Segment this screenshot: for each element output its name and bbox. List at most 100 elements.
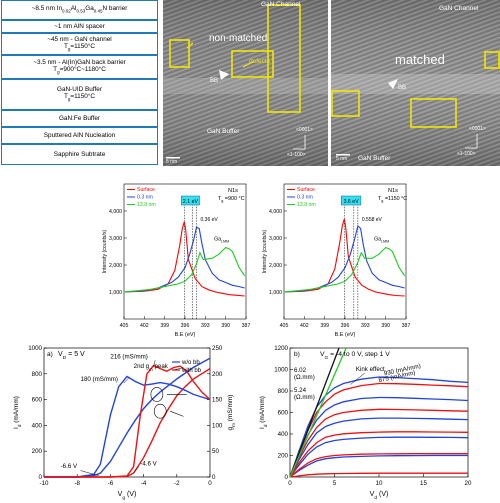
x-tick-label: 5 bbox=[333, 480, 337, 487]
tem-label-axis-0001: <0001> bbox=[469, 126, 486, 132]
y-tick-label: 600 bbox=[278, 410, 289, 417]
y-axis-label: Id (mA/mm) bbox=[13, 396, 22, 429]
x-tick-label: 399 bbox=[320, 323, 329, 329]
y-tick-label: 600 bbox=[32, 397, 43, 404]
ga-lmm-label: GaLMM bbox=[374, 237, 389, 244]
series-line-with-bb--2v bbox=[289, 431, 469, 478]
tem-scale-bar-label: 5 nm bbox=[166, 159, 178, 165]
y-tick-label: 2,000 bbox=[269, 263, 282, 269]
x-tick-label: -6 bbox=[108, 480, 114, 487]
ron-2-value: 5.24 bbox=[294, 387, 307, 394]
series-line-with-bb--3v bbox=[289, 453, 468, 478]
tem-lattice bbox=[331, 0, 500, 166]
legend-label: Surface bbox=[137, 187, 155, 193]
shift-annotation-label: 3.6 eV bbox=[344, 199, 360, 205]
x-tick-label: 390 bbox=[221, 323, 230, 329]
legend-label: 0.3 nm bbox=[137, 195, 153, 201]
series-line-0.3-nm bbox=[123, 226, 245, 293]
matched-box-2 bbox=[410, 98, 457, 128]
ron-2-unit: (Ω.mm) bbox=[294, 394, 315, 401]
x-tick-label: 393 bbox=[201, 323, 210, 329]
matched-box-3 bbox=[484, 51, 500, 69]
curve-group-ellipse bbox=[153, 403, 167, 419]
series-line-0.3-nm bbox=[283, 224, 405, 293]
tem-label-bb: BB bbox=[398, 85, 407, 91]
layer-back-barrier: ~3.5 nm - Al(In)GaN back barrier Tg=900°… bbox=[1, 55, 158, 79]
x-axis-label: B.E (eV) bbox=[175, 332, 196, 338]
x-tick-label: 387 bbox=[402, 323, 411, 329]
layer-stack: ~8.5 nm In0.02Al0.53Ga0.45N barrier ~1 n… bbox=[0, 0, 160, 166]
matched-box-1 bbox=[331, 90, 360, 117]
x-tick-label: 402 bbox=[300, 323, 309, 329]
series-line-w/o-bb bbox=[44, 357, 211, 478]
series-line-fit-5.24 bbox=[289, 347, 347, 478]
shift-annotation-box bbox=[181, 195, 200, 206]
tem-label-buffer: GaN Buffer bbox=[358, 155, 391, 162]
legend-label: 13.8 nm bbox=[297, 202, 316, 208]
y-tick-label: 0 bbox=[285, 474, 289, 481]
series-line-13.8-nm bbox=[283, 246, 406, 293]
layer-fe-buffer: GaN:Fe Buffer bbox=[1, 110, 158, 127]
tem-label-bb: BB bbox=[210, 78, 219, 84]
growth-temp-label: Tg =900 °C bbox=[218, 196, 245, 203]
xps-chart-900: 405 402 399 396 393 390 387 1,000 2,000 3,000 4,00… bbox=[102, 183, 251, 338]
vth-pointer-2 bbox=[133, 466, 139, 474]
tem-label-defects: defects bbox=[249, 58, 270, 65]
y-tick-label: 1000 bbox=[274, 367, 288, 374]
x-tick-label: 20 bbox=[465, 480, 472, 487]
x-axis-label: Vg (V) bbox=[118, 491, 137, 501]
tem-lattice bbox=[163, 0, 328, 166]
y-tick-label: 2,000 bbox=[109, 263, 122, 269]
second-gm-peak-label: 2nd gm peak bbox=[134, 363, 169, 372]
series-line-fit-6.02 bbox=[289, 347, 340, 478]
y2-tick-label: 50 bbox=[212, 448, 219, 455]
y-axis-label: Intensity (counts/s) bbox=[262, 229, 268, 273]
x-tick-label: -8 bbox=[74, 480, 80, 487]
x-tick-label: 0 bbox=[208, 480, 212, 487]
small-shift-label: 0.36 eV bbox=[201, 217, 219, 223]
layer-nucleation: Sputtered AlN Nucleation bbox=[1, 127, 158, 144]
series-line-w/o-bb-0v bbox=[289, 376, 469, 478]
y2-tick-label: 150 bbox=[212, 397, 223, 404]
y-tick-label: 200 bbox=[278, 453, 289, 460]
gm-216-label: 216 (mS/mm) bbox=[110, 353, 147, 360]
y-tick-label: 800 bbox=[32, 371, 43, 378]
y-tick-label: 1000 bbox=[28, 345, 42, 352]
y-tick-label: 1200 bbox=[274, 345, 288, 352]
y2-tick-label: 250 bbox=[212, 345, 223, 352]
gm-180-label: 180 (mS/mm) bbox=[81, 376, 118, 383]
x-tick-label: -2 bbox=[174, 480, 180, 487]
x-tick-label: 393 bbox=[361, 323, 370, 329]
shift-annotation-label: 2.1 eV bbox=[183, 199, 199, 205]
tem-label-axis-1100: <1-100> bbox=[287, 152, 306, 158]
xps-chart-1150: 405 402 399 396 393 390 387 1,000 2,000 3,000 4,00… bbox=[262, 183, 411, 338]
x-tick-label: 405 bbox=[120, 323, 129, 329]
tem-image-matched: GaN Channel matched BB GaN Buffer <0001>… bbox=[331, 0, 500, 166]
y-tick-label: 400 bbox=[32, 422, 43, 429]
series-line-with-bb bbox=[44, 368, 211, 478]
tem-image-nonmatched: GaN Channel non-matched BB defects GaN B… bbox=[163, 0, 328, 166]
tem-label-buffer: GaN Buffer bbox=[207, 128, 240, 135]
series-line-with-bb-gm bbox=[44, 364, 211, 478]
ron-1-unit: (Ω.mm) bbox=[294, 374, 315, 381]
layer-barrier: ~8.5 nm In0.02Al0.53Ga0.45N barrier bbox=[1, 0, 158, 20]
kink-effect-label: Kink effect bbox=[356, 366, 385, 373]
y2-tick-label: 200 bbox=[212, 371, 223, 378]
small-shift-label: 0.558 eV bbox=[362, 217, 383, 223]
series-line-13.8-nm bbox=[123, 246, 246, 293]
gate-voltage-label: VG = -4 to 0 V, step 1 V bbox=[320, 351, 390, 361]
series-line-w/o-bb--2v bbox=[289, 417, 469, 478]
y-tick-label: 1,000 bbox=[269, 290, 282, 296]
kink-pointer bbox=[350, 372, 365, 385]
growth-temp-label: Tg =1150 °C bbox=[378, 196, 407, 203]
drain-voltage-label: VD = 5 V bbox=[58, 351, 85, 361]
tem-label-matched: matched bbox=[395, 52, 445, 67]
x-tick-label: 387 bbox=[242, 323, 251, 329]
y-tick-label: 400 bbox=[278, 431, 289, 438]
tem-scale-bar-label: 5 nm bbox=[336, 156, 348, 162]
x-axis-label: B.E (eV) bbox=[335, 332, 356, 338]
y2-axis-label: gm (mS/mm) bbox=[227, 395, 236, 431]
curve-group-ellipse bbox=[150, 387, 164, 402]
y2-tick-label: 100 bbox=[212, 422, 223, 429]
